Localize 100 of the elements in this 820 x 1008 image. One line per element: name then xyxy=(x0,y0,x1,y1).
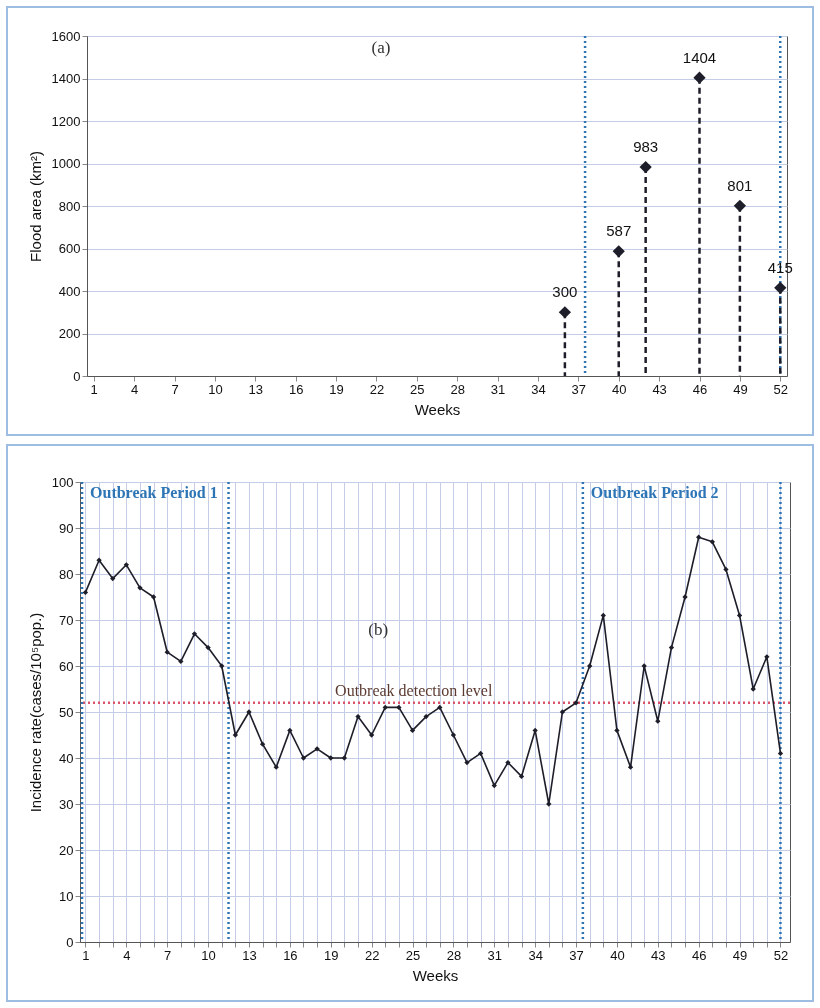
y-tick-label: 30 xyxy=(59,796,74,812)
ref-line-label: Outbreak Period 2 xyxy=(590,484,719,501)
point xyxy=(505,759,511,766)
x-tick-label: 19 xyxy=(324,947,339,963)
point xyxy=(558,306,572,319)
point xyxy=(437,704,443,711)
ref-line-label: Outbreak detection level xyxy=(335,681,493,699)
x-tick-label: 7 xyxy=(171,381,179,397)
x-tick-label: 40 xyxy=(612,381,627,397)
point xyxy=(123,562,129,568)
x-tick-label: 25 xyxy=(405,947,421,963)
ref-line-label: Outbreak Period 1 xyxy=(90,484,218,501)
x-tick-label: 28 xyxy=(450,381,465,397)
x-tick-label: 4 xyxy=(131,381,139,397)
x-tick-label: 37 xyxy=(571,381,587,397)
data-label: 801 xyxy=(727,176,753,194)
point xyxy=(178,658,184,665)
y-tick-label: 20 xyxy=(59,842,74,858)
x-tick-label: 10 xyxy=(201,947,216,963)
point xyxy=(559,709,566,715)
x-tick-label: 28 xyxy=(446,947,462,963)
point xyxy=(382,704,388,711)
point xyxy=(774,281,787,294)
x-tick-label: 49 xyxy=(733,381,748,397)
point xyxy=(478,750,484,757)
point xyxy=(423,713,429,720)
point xyxy=(736,612,743,619)
x-tick-label: 13 xyxy=(248,381,263,397)
x-tick-label: 13 xyxy=(242,947,257,963)
point xyxy=(518,773,525,780)
x-tick-label: 22 xyxy=(369,381,385,397)
y-axis-title: Flood area (km²) xyxy=(26,151,44,262)
y-tick-label: 1000 xyxy=(51,156,81,171)
annotation: (b) xyxy=(368,620,389,639)
point xyxy=(614,727,620,734)
point xyxy=(464,759,470,766)
y-tick-label: 1200 xyxy=(51,113,81,129)
x-tick-label: 16 xyxy=(288,381,304,397)
point xyxy=(396,704,402,711)
point xyxy=(668,644,675,651)
y-tick-label: 200 xyxy=(58,326,81,341)
point xyxy=(693,71,706,84)
point xyxy=(300,755,307,761)
x-tick-label: 1 xyxy=(82,947,90,963)
x-tick-label: 43 xyxy=(651,947,666,963)
y-tick-label: 10 xyxy=(59,888,74,904)
x-tick-label: 52 xyxy=(773,381,788,397)
data-label: 1404 xyxy=(682,48,717,66)
y-tick-label: 60 xyxy=(59,658,74,674)
point xyxy=(409,727,416,734)
point xyxy=(191,631,198,637)
x-tick-label: 25 xyxy=(410,381,425,397)
point xyxy=(723,566,729,573)
point xyxy=(110,575,116,582)
point xyxy=(450,732,457,738)
y-tick-label: 50 xyxy=(59,704,74,720)
x-axis-title: Weeks xyxy=(412,966,459,984)
y-tick-label: 40 xyxy=(59,750,74,766)
point xyxy=(764,654,770,660)
x-tick-label: 34 xyxy=(528,947,543,963)
point xyxy=(777,750,784,757)
y-tick-label: 1400 xyxy=(51,71,81,86)
point xyxy=(164,649,170,655)
point xyxy=(600,612,606,619)
x-tick-label: 19 xyxy=(329,381,344,397)
y-tick-label: 600 xyxy=(58,241,81,256)
point xyxy=(733,199,747,212)
point xyxy=(232,732,238,738)
x-tick-label: 49 xyxy=(732,947,748,963)
x-tick-label: 52 xyxy=(773,947,789,963)
y-tick-label: 0 xyxy=(73,368,81,384)
x-tick-label: 40 xyxy=(610,947,625,963)
x-tick-label: 16 xyxy=(283,947,298,963)
point xyxy=(696,534,702,540)
x-tick-label: 10 xyxy=(208,381,223,397)
point xyxy=(368,732,375,738)
y-tick-label: 0 xyxy=(66,934,74,950)
annotation: (a) xyxy=(371,38,391,57)
y-tick-label: 90 xyxy=(59,520,74,536)
x-tick-label: 34 xyxy=(531,381,546,397)
y-tick-label: 100 xyxy=(51,474,74,490)
point xyxy=(259,741,266,747)
y-tick-label: 1600 xyxy=(51,28,81,44)
point xyxy=(612,245,625,258)
point xyxy=(627,764,634,770)
x-tick-label: 31 xyxy=(490,381,506,397)
point xyxy=(341,755,348,761)
data-label: 300 xyxy=(552,283,578,301)
y-tick-label: 400 xyxy=(58,283,81,299)
point xyxy=(355,713,361,720)
x-tick-label: 31 xyxy=(487,947,503,963)
x-tick-label: 7 xyxy=(164,947,172,963)
point xyxy=(287,727,293,734)
x-tick-label: 46 xyxy=(692,381,708,397)
point xyxy=(655,718,661,724)
point xyxy=(273,764,279,770)
y-axis-title: Incidence rate(cases/10⁵pop.) xyxy=(26,612,44,813)
point xyxy=(82,589,89,596)
point xyxy=(205,644,211,651)
x-tick-label: 22 xyxy=(364,947,380,963)
